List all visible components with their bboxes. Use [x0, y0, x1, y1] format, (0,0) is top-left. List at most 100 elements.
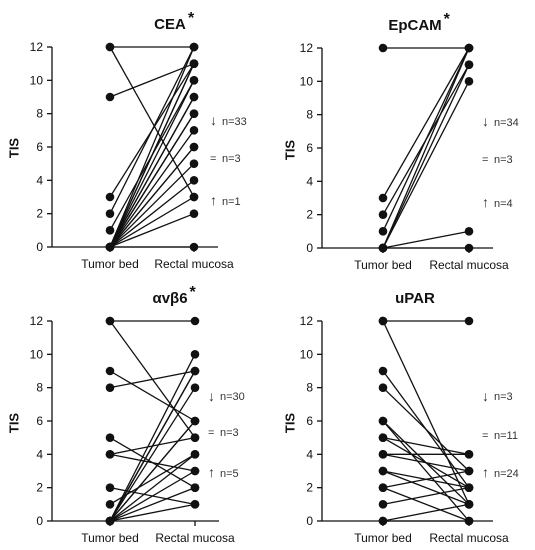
y-tick-label: 4 — [36, 173, 43, 187]
pair-line — [109, 179, 195, 248]
pair-line — [109, 487, 196, 522]
pair-line — [382, 453, 470, 472]
annotation-arrow: = — [482, 430, 488, 442]
pair-line — [382, 64, 470, 249]
y-tick-label: 0 — [306, 514, 313, 528]
pair-line — [109, 80, 195, 248]
point-rectal-mucosa — [464, 43, 474, 53]
y-tick-label: 10 — [300, 74, 314, 88]
annotation-count: n=3 — [222, 153, 241, 165]
pair-line — [382, 420, 470, 522]
y-tick-label: 0 — [36, 514, 43, 528]
pair-line — [382, 487, 470, 505]
annotation-arrow: ↓ — [482, 113, 489, 129]
y-tick-label: 6 — [306, 141, 313, 155]
y-tick-label: 2 — [36, 481, 43, 495]
significance-marker: * — [190, 284, 197, 301]
pair-line — [109, 354, 196, 522]
y-tick-label: 12 — [300, 314, 314, 328]
point-rectal-mucosa — [464, 516, 474, 526]
point-rectal-mucosa — [190, 316, 200, 326]
point-tumor-bed — [105, 42, 115, 52]
pair-line — [109, 63, 195, 98]
point-tumor-bed — [105, 226, 115, 235]
panel-title: uPAR — [395, 290, 435, 307]
annotation-count: n=4 — [494, 198, 513, 210]
pair-line — [382, 503, 470, 522]
panel-3: αvβ6 * TIS 0 2 4 6 8 10 12 Tumor bed Rectal mucosa ↓… — [6, 284, 244, 545]
pair-line — [109, 503, 196, 522]
y-tick-label: 10 — [300, 347, 314, 361]
annotation-count: n=1 — [222, 196, 241, 208]
pair-line — [109, 470, 196, 522]
annotation-arrow: = — [208, 427, 214, 439]
point-rectal-mucosa — [189, 242, 199, 252]
point-rectal-mucosa — [190, 350, 200, 359]
point-rectal-mucosa — [189, 59, 199, 68]
y-tick-label: 6 — [36, 140, 43, 154]
point-rectal-mucosa — [464, 77, 474, 86]
annotation-arrow: ↑ — [208, 464, 215, 480]
point-rectal-mucosa — [189, 126, 199, 135]
pair-line — [109, 387, 196, 522]
y-tick-label: 8 — [306, 381, 313, 395]
y-tick-label: 12 — [30, 314, 44, 328]
point-tumor-bed — [378, 210, 388, 219]
x-tick-label: Tumor bed — [81, 257, 139, 271]
annotation-arrow: = — [210, 153, 216, 165]
point-tumor-bed — [378, 450, 388, 459]
annotation-count: n=24 — [494, 468, 519, 480]
pair-line — [109, 370, 196, 389]
point-tumor-bed — [378, 383, 388, 392]
y-tick-label: 10 — [30, 347, 44, 361]
point-rectal-mucosa — [190, 416, 200, 426]
x-tick-label: Tumor bed — [354, 258, 412, 272]
point-tumor-bed — [105, 433, 115, 442]
point-rectal-mucosa — [189, 92, 199, 102]
annotation-count: n=5 — [220, 468, 239, 480]
y-tick-label: 8 — [36, 107, 43, 121]
y-tick-label: 8 — [36, 381, 43, 395]
point-rectal-mucosa — [189, 76, 199, 85]
point-rectal-mucosa — [190, 383, 200, 392]
point-tumor-bed — [378, 433, 388, 442]
panel-1: CEA * TIS 0 2 4 6 8 10 12 Tumor bed Rectal mucosa ↓ n… — [6, 10, 246, 271]
point-tumor-bed — [378, 43, 388, 53]
pair-line — [109, 213, 195, 248]
point-rectal-mucosa — [190, 500, 200, 509]
pair-line — [109, 63, 195, 248]
pair-line — [109, 196, 195, 248]
point-tumor-bed — [105, 483, 115, 492]
pair-line — [109, 453, 196, 522]
point-tumor-bed — [105, 92, 115, 102]
point-rectal-mucosa — [189, 209, 199, 218]
significance-marker: * — [188, 10, 195, 27]
y-tick-label: 12 — [30, 40, 44, 54]
y-tick-label: 2 — [36, 207, 43, 221]
y-tick-label: 4 — [306, 174, 313, 188]
pair-line — [109, 113, 195, 248]
pair-line — [382, 437, 470, 455]
point-rectal-mucosa — [190, 483, 200, 492]
pair-line — [109, 420, 196, 522]
pair-line — [109, 129, 195, 248]
annotation-arrow: ↑ — [210, 192, 217, 208]
panel-2: EpCAM * TIS 0 2 4 6 8 10 12 Tumor bed Rectal mucosa… — [282, 11, 518, 272]
annotation-arrow: = — [482, 154, 488, 166]
y-tick-label: 12 — [300, 41, 314, 55]
point-tumor-bed — [105, 450, 115, 459]
y-tick-label: 8 — [306, 108, 313, 122]
y-tick-label: 4 — [36, 447, 43, 461]
y-tick-label: 0 — [306, 241, 313, 255]
x-tick-label: Rectal mucosa — [155, 531, 235, 545]
point-rectal-mucosa — [189, 109, 199, 118]
point-tumor-bed — [378, 366, 388, 376]
pair-line — [109, 46, 195, 214]
x-tick-label: Rectal mucosa — [154, 257, 234, 271]
y-tick-label: 2 — [306, 208, 313, 222]
point-rectal-mucosa — [464, 316, 474, 326]
pair-line — [109, 453, 196, 472]
point-tumor-bed — [378, 483, 388, 492]
point-rectal-mucosa — [190, 450, 200, 459]
point-tumor-bed — [378, 416, 388, 426]
